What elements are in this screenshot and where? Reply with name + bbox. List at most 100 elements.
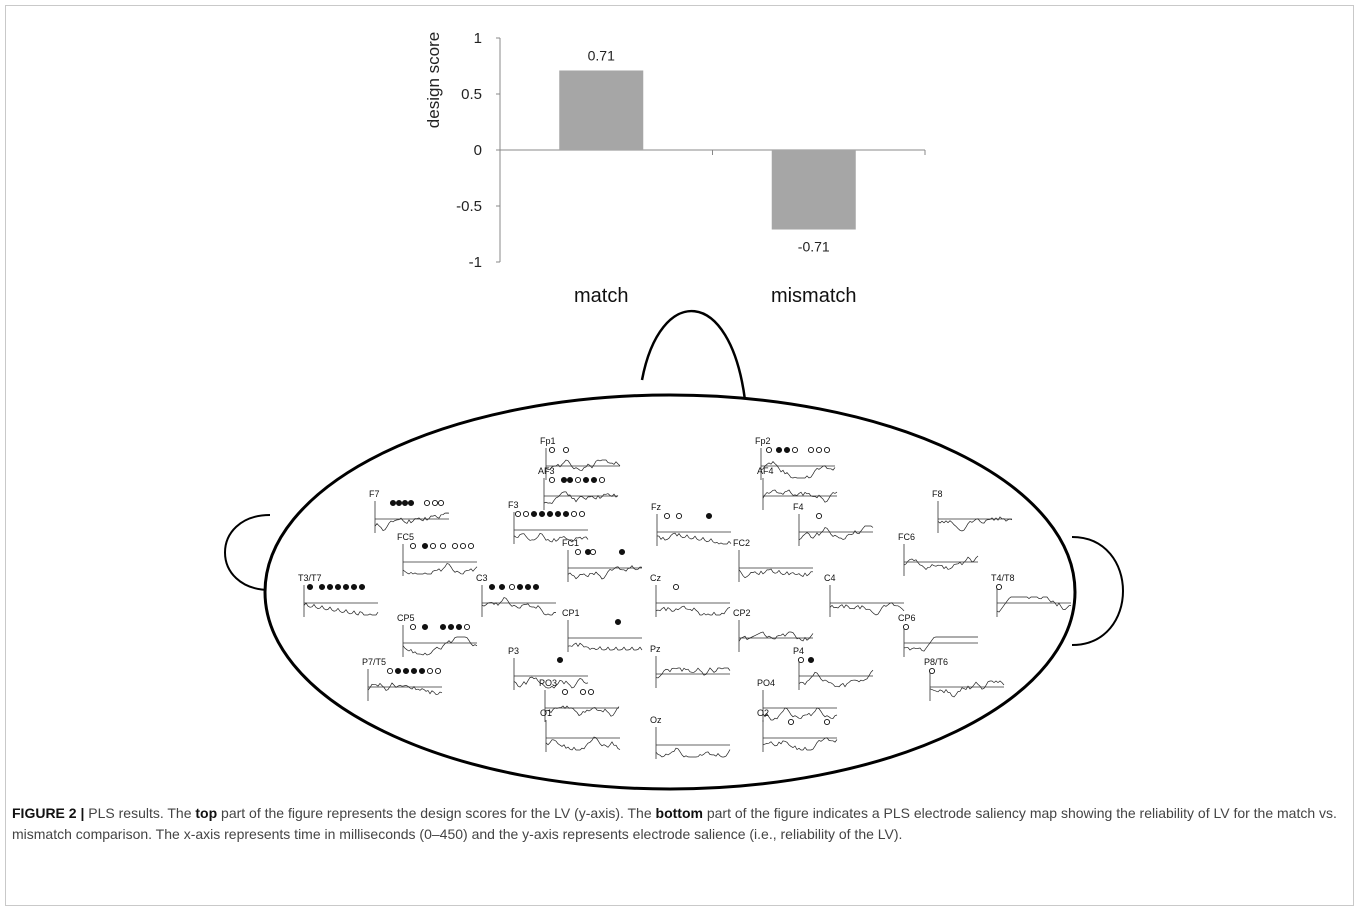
electrode-label: AF4 [757, 466, 774, 476]
electrode-label: F8 [932, 489, 943, 499]
waveform [655, 667, 731, 679]
waveform [655, 747, 731, 758]
electrode-saliency-map: Fp1 Fp2 AF3 AF4 F7 F3 Fz F4 F8 FC5 FC1 FC2 FC6 T3/T7 C… [298, 436, 1072, 759]
electrode-label: CP1 [562, 608, 580, 618]
saliency-marker [556, 656, 564, 664]
saliency-marker [350, 583, 358, 591]
saliency-marker [421, 542, 429, 550]
saliency-marker [995, 583, 1003, 591]
y-tick-label: 0.5 [461, 86, 482, 103]
saliency-marker [488, 583, 496, 591]
waveform [544, 705, 620, 717]
electrode-label: CP2 [733, 608, 751, 618]
electrode-label: F7 [369, 489, 380, 499]
electrode-label: FC1 [562, 538, 579, 548]
saliency-marker [437, 499, 445, 507]
saliency-marker [394, 667, 402, 675]
saliency-marker [775, 446, 783, 454]
saliency-marker [439, 542, 447, 550]
saliency-marker [589, 548, 597, 556]
saliency-marker [386, 667, 394, 675]
saliency-marker [663, 512, 671, 520]
electrode-po4: PO4 [757, 678, 838, 722]
electrode-cp1: CP1 [562, 608, 643, 652]
electrode-label: P4 [793, 646, 804, 656]
saliency-marker [447, 623, 455, 631]
electrode-f7: F7 [369, 489, 450, 533]
saliency-marker [672, 583, 680, 591]
saliency-marker [467, 542, 475, 550]
saliency-marker [578, 510, 586, 518]
electrode-fp2: Fp2 [755, 436, 836, 480]
electrode-label: FC2 [733, 538, 750, 548]
electrode-f4: F4 [793, 502, 874, 546]
saliency-marker [423, 499, 431, 507]
waveform [545, 736, 621, 751]
electrode-label: Fp2 [755, 436, 771, 446]
electrode-label: F4 [793, 502, 804, 512]
saliency-marker [574, 476, 582, 484]
electrode-fc5: FC5 [397, 532, 478, 576]
y-tick-label: 1 [474, 30, 482, 47]
saliency-marker [532, 583, 540, 591]
waveform [481, 597, 557, 616]
caption-text-3: part of the figure indicates a PLS elect… [12, 805, 1337, 842]
saliency-marker [514, 510, 522, 518]
data-label: 0.71 [588, 47, 615, 63]
waveform [996, 596, 1072, 613]
saliency-marker [401, 499, 409, 507]
saliency-marker [823, 718, 831, 726]
waveform [656, 532, 732, 545]
waveform [567, 565, 643, 580]
saliency-marker [426, 667, 434, 675]
saliency-marker [815, 446, 823, 454]
electrode-o2: O2 [757, 708, 838, 752]
waveform [374, 512, 450, 532]
bar-mismatch [771, 150, 856, 230]
saliency-marker [334, 583, 342, 591]
saliency-marker [429, 542, 437, 550]
electrode-label: O1 [540, 708, 552, 718]
nose-outline [640, 309, 747, 401]
electrode-label: T4/T8 [991, 573, 1015, 583]
saliency-marker [451, 542, 459, 550]
electrode-fc1: FC1 [562, 538, 643, 582]
saliency-marker [538, 510, 546, 518]
head-outline [224, 309, 1124, 791]
electrode-label: FC6 [898, 532, 915, 542]
saliency-marker [407, 499, 415, 507]
y-tick-label: -1 [469, 254, 482, 271]
electrode-label: C4 [824, 573, 836, 583]
electrode-label: CP5 [397, 613, 415, 623]
saliency-marker [765, 446, 773, 454]
electrode-af4: AF4 [757, 466, 838, 510]
electrode-label: Oz [650, 715, 662, 725]
saliency-marker [431, 499, 439, 507]
electrode-label: O2 [757, 708, 769, 718]
saliency-marker [582, 476, 590, 484]
saliency-marker [614, 618, 622, 626]
saliency-marker [570, 510, 578, 518]
waveform [937, 516, 1013, 532]
saliency-marker [358, 583, 366, 591]
electrode-label: F3 [508, 500, 519, 510]
waveform [738, 631, 814, 642]
saliency-marker [326, 583, 334, 591]
electrode-cp2: CP2 [733, 608, 814, 652]
saliency-marker [807, 446, 815, 454]
saliency-marker [587, 688, 595, 696]
electrode-oz: Oz [650, 715, 731, 759]
waveform [367, 682, 443, 695]
electrode-label: P3 [508, 646, 519, 656]
saliency-marker [418, 667, 426, 675]
electrode-label: Fp1 [540, 436, 556, 446]
data-label: -0.71 [798, 239, 830, 255]
electrode-fc2: FC2 [733, 538, 814, 582]
saliency-marker [787, 718, 795, 726]
waveform [303, 602, 379, 616]
saliency-marker [562, 446, 570, 454]
saliency-marker [409, 542, 417, 550]
saliency-marker [807, 656, 815, 664]
saliency-marker [524, 583, 532, 591]
saliency-marker [318, 583, 326, 591]
